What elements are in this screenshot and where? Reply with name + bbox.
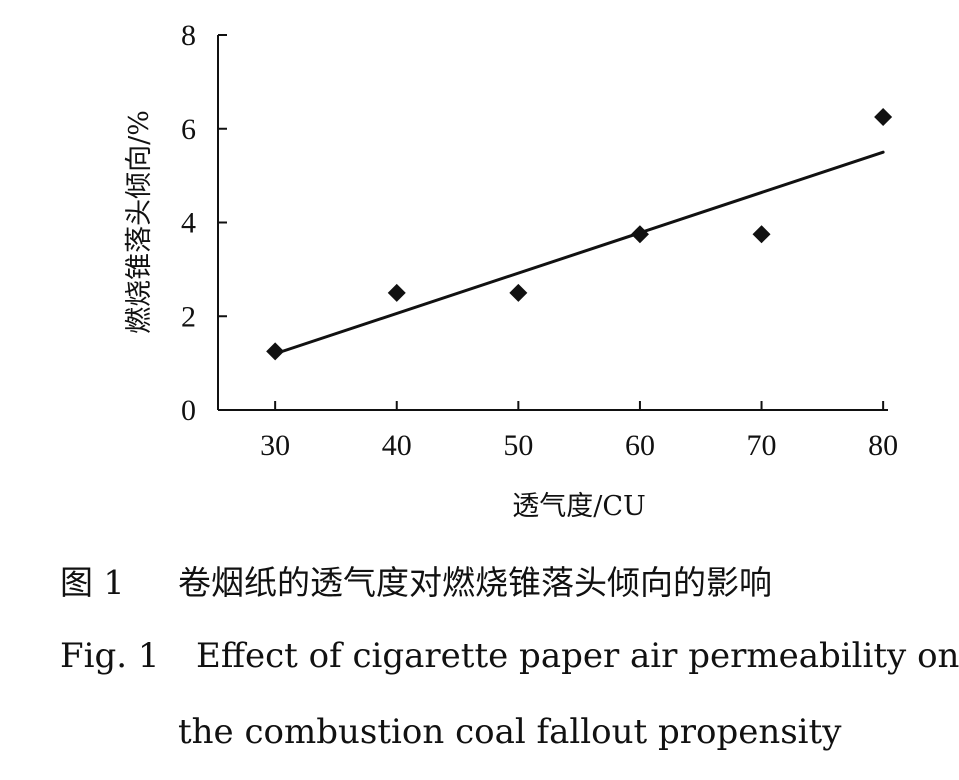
scatter-chart: 30 40 50 60 70 80 0 2 4 6 8 透气度/CU 燃烧锥落头倾向/% bbox=[124, 19, 898, 522]
x-tick-label: 80 bbox=[868, 429, 898, 462]
caption-cn-label: 图 1 bbox=[60, 563, 125, 602]
y-tick-label: 0 bbox=[181, 394, 196, 427]
trendline-layer bbox=[273, 150, 885, 356]
x-tick-label: 50 bbox=[503, 429, 533, 462]
y-tick-label: 8 bbox=[181, 19, 196, 52]
data-point-marker bbox=[509, 283, 528, 302]
x-axis-title: 透气度/CU bbox=[512, 491, 646, 522]
y-tick-label: 6 bbox=[181, 113, 196, 146]
data-point-marker bbox=[387, 283, 406, 302]
caption-cn-text: 卷烟纸的透气度对燃烧锥落头倾向的影响 bbox=[178, 563, 772, 602]
markers-layer bbox=[266, 108, 893, 361]
y-tick-label: 2 bbox=[181, 300, 196, 333]
y-axis-title: 燃烧锥落头倾向/% bbox=[124, 110, 155, 334]
caption-en-label: Fig. 1 bbox=[60, 636, 160, 676]
y-tick-label: 4 bbox=[181, 207, 196, 240]
x-tick-label: 30 bbox=[260, 429, 290, 462]
data-point-marker bbox=[874, 108, 893, 127]
caption-en-text-line1: Effect of cigarette paper air permeabili… bbox=[196, 636, 959, 676]
trendline bbox=[273, 150, 885, 356]
data-point-marker bbox=[266, 342, 285, 361]
caption-en-text-line2: the combustion coal fallout propensity bbox=[178, 712, 842, 752]
data-point-marker bbox=[752, 225, 771, 244]
x-tick-label: 70 bbox=[747, 429, 777, 462]
x-tick-label: 60 bbox=[625, 429, 655, 462]
data-point-marker bbox=[630, 225, 649, 244]
axes: 30 40 50 60 70 80 0 2 4 6 8 bbox=[181, 19, 898, 462]
x-tick-label: 40 bbox=[382, 429, 412, 462]
